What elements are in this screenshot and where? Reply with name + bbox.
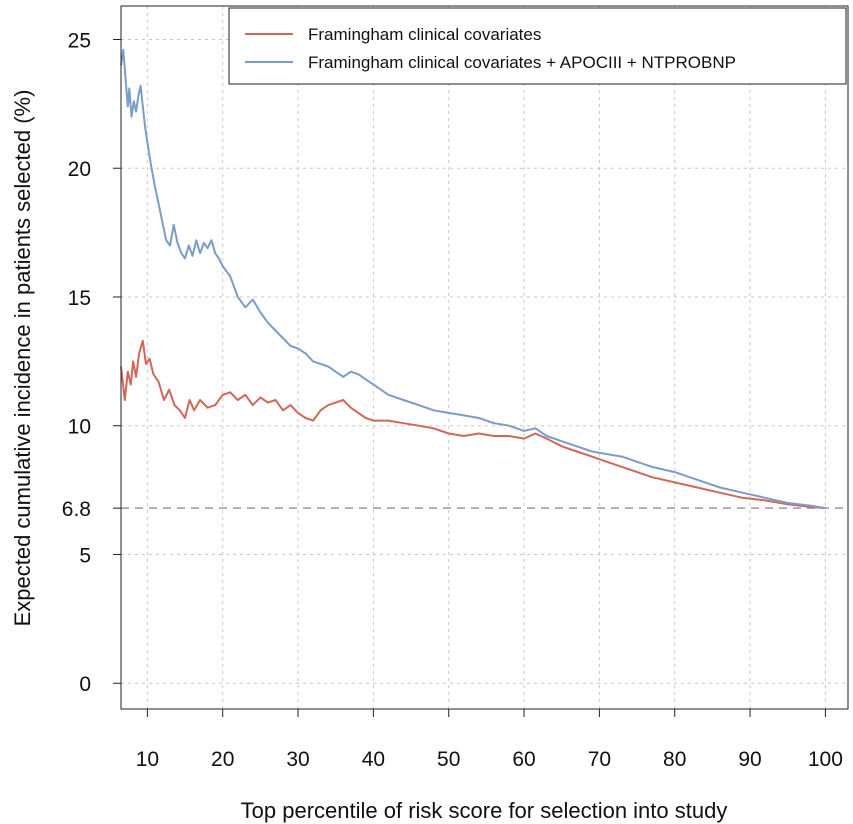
x-tick-label: 10	[136, 748, 159, 771]
y-tick-label: 5	[79, 544, 91, 567]
x-tick-label: 20	[211, 748, 234, 771]
y-tick-label: 0	[79, 673, 91, 696]
series-lines	[120, 48, 826, 510]
y-tick-label: 6.8	[62, 498, 91, 521]
x-tick-label: 90	[738, 748, 761, 771]
x-tick-label: 80	[663, 748, 686, 771]
y-axis-ticks: 0 5 6.8 10 15 20 25	[62, 29, 121, 696]
x-tick-label: 50	[437, 748, 460, 771]
x-axis-ticks: 10 20 30 40 50 60 70 80 90 100	[136, 709, 843, 771]
series-line-2	[120, 48, 826, 510]
x-axis-title: Top percentile of risk score for selecti…	[241, 798, 728, 823]
x-tick-label: 60	[512, 748, 535, 771]
plot-frame	[120, 5, 849, 710]
y-tick-label: 10	[68, 416, 91, 439]
legend-label-series-1: Framingham clinical covariates	[308, 25, 541, 44]
x-tick-label: 70	[588, 748, 611, 771]
y-tick-label: 20	[68, 158, 91, 181]
x-tick-label: 30	[286, 748, 309, 771]
y-axis-title: Expected cumulative incidence in patient…	[10, 90, 35, 627]
legend: Framingham clinical covariates Framingha…	[228, 7, 847, 85]
y-tick-label: 25	[68, 29, 91, 52]
legend-label-series-2: Framingham clinical covariates + APOCIII…	[308, 53, 736, 72]
series-line-1	[120, 339, 826, 510]
x-tick-label: 100	[808, 748, 843, 771]
y-tick-label: 15	[68, 287, 91, 310]
x-tick-label: 40	[362, 748, 385, 771]
legend-box	[228, 7, 847, 85]
